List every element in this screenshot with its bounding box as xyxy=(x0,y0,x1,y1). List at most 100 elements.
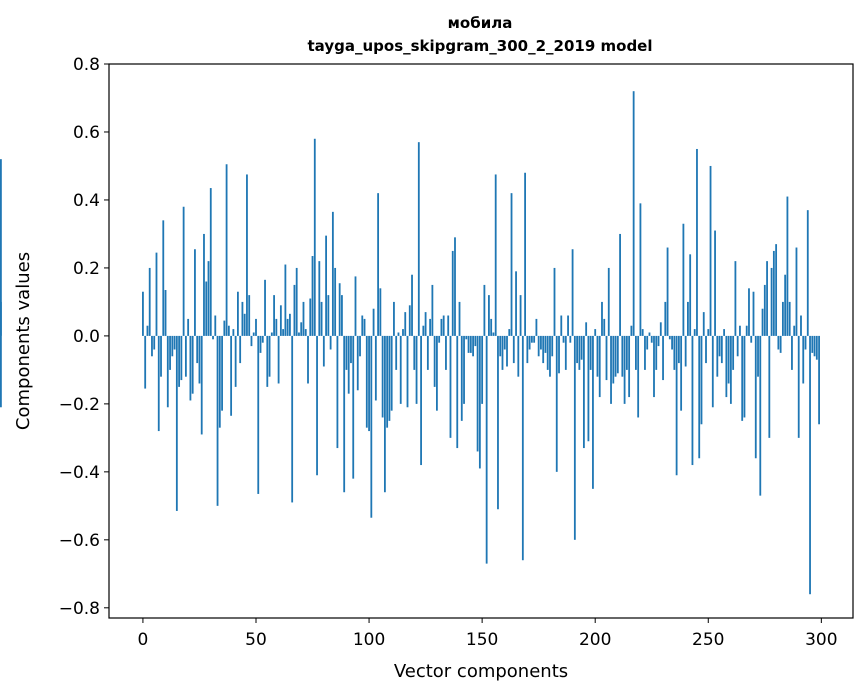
bar xyxy=(431,284,434,336)
bar xyxy=(582,335,585,449)
bar xyxy=(467,335,470,353)
bar xyxy=(264,279,266,336)
bar xyxy=(413,335,416,370)
x-tick-label: 250 xyxy=(692,630,724,650)
bar xyxy=(682,223,685,336)
bar xyxy=(621,335,624,377)
bar xyxy=(445,335,447,370)
bar xyxy=(811,335,814,353)
bar xyxy=(662,335,664,381)
bar xyxy=(153,335,156,350)
bar xyxy=(311,256,314,336)
bar xyxy=(668,335,671,340)
bar xyxy=(343,335,346,493)
bar xyxy=(322,335,325,367)
bar xyxy=(298,332,300,336)
bar xyxy=(768,335,771,438)
bar xyxy=(279,305,282,336)
bar xyxy=(268,335,271,377)
bar xyxy=(734,261,737,336)
bar xyxy=(619,233,621,336)
bar xyxy=(680,335,683,411)
bar xyxy=(775,244,778,336)
bar xyxy=(501,335,504,370)
bar xyxy=(142,291,144,336)
bar xyxy=(533,335,536,343)
bar xyxy=(433,335,436,387)
bar xyxy=(510,193,513,336)
bar xyxy=(250,335,253,347)
bar xyxy=(723,329,726,336)
bar xyxy=(492,332,495,336)
bar xyxy=(458,301,461,336)
bar xyxy=(700,335,703,425)
bar xyxy=(635,335,637,370)
bar xyxy=(160,335,162,377)
bar xyxy=(637,335,640,418)
bar xyxy=(691,335,694,466)
bar xyxy=(587,335,590,442)
y-tick-label: 0.4 xyxy=(73,191,100,211)
bar xyxy=(377,193,380,336)
bar xyxy=(350,335,352,364)
bar xyxy=(451,250,454,336)
bar xyxy=(576,335,579,364)
bar xyxy=(558,335,560,374)
bar xyxy=(781,301,784,336)
bar xyxy=(625,335,628,370)
bar xyxy=(216,335,219,506)
bar xyxy=(720,335,723,364)
bar xyxy=(506,335,508,367)
bar xyxy=(237,291,239,336)
bar xyxy=(711,335,714,408)
bar xyxy=(677,335,680,364)
bar xyxy=(655,335,658,370)
bar xyxy=(469,335,472,353)
bar xyxy=(610,335,612,404)
bar xyxy=(745,325,748,336)
bar xyxy=(714,230,716,336)
bar xyxy=(698,335,701,459)
bar xyxy=(689,254,692,336)
bar xyxy=(347,335,350,394)
bar xyxy=(255,318,257,336)
bar xyxy=(0,159,2,336)
bar xyxy=(408,305,411,336)
bar xyxy=(148,267,151,336)
bar xyxy=(675,335,678,476)
bar xyxy=(440,318,443,336)
bar xyxy=(368,335,370,432)
bar xyxy=(341,295,343,336)
bar xyxy=(334,267,337,336)
bar xyxy=(592,335,594,489)
bar xyxy=(472,335,474,357)
bar xyxy=(748,288,750,336)
bar xyxy=(286,318,289,336)
bar xyxy=(784,274,787,336)
x-tick-label: 50 xyxy=(245,630,267,650)
bar xyxy=(793,325,796,336)
bar xyxy=(295,267,298,336)
bar xyxy=(207,261,210,336)
bar xyxy=(544,335,547,353)
bar xyxy=(365,335,368,428)
bar xyxy=(302,301,305,336)
bar xyxy=(614,335,617,377)
bar xyxy=(687,301,689,336)
bar xyxy=(209,188,212,336)
bar xyxy=(282,329,285,336)
bar xyxy=(406,335,409,408)
bar xyxy=(212,335,214,340)
x-axis-label: Vector components xyxy=(394,661,568,682)
bars-group xyxy=(0,91,820,595)
bar xyxy=(804,335,807,350)
bar xyxy=(370,335,373,518)
bar xyxy=(325,235,327,336)
bar xyxy=(0,335,2,408)
bar xyxy=(702,312,705,336)
bar xyxy=(388,335,391,421)
bar xyxy=(757,335,759,377)
bar xyxy=(352,335,355,479)
bar xyxy=(540,335,542,350)
bar xyxy=(766,261,768,336)
